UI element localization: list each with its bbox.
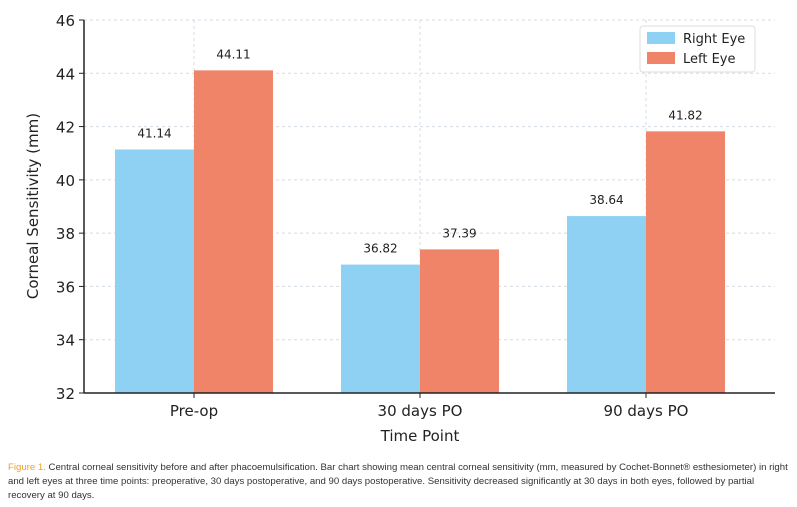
figure-caption: Figure 1. Central corneal sensitivity be… [8, 461, 793, 503]
data-label: 44.11 [216, 47, 250, 61]
y-tick-label: 36 [56, 278, 75, 296]
legend-swatch [647, 32, 675, 44]
bar-right-eye [341, 264, 420, 393]
data-label: 38.64 [589, 193, 623, 207]
x-tick-label: Pre-op [170, 402, 218, 420]
data-label: 37.39 [442, 226, 476, 240]
legend-label: Left Eye [683, 52, 736, 67]
y-tick-label: 44 [56, 65, 75, 83]
y-tick-label: 32 [56, 385, 75, 403]
x-tick-label: 30 days PO [378, 402, 463, 420]
data-label: 41.14 [137, 126, 171, 140]
y-tick-label: 42 [56, 119, 75, 137]
x-axis-label: Time Point [380, 427, 460, 445]
caption-text: Central corneal sensitivity before and a… [8, 462, 788, 501]
data-label: 41.82 [668, 108, 702, 122]
figure-label: Figure 1. [8, 462, 46, 473]
bar-right-eye [567, 216, 646, 393]
bar-left-eye [194, 70, 273, 393]
bar-right-eye [115, 149, 194, 393]
bar-left-eye [420, 249, 499, 393]
data-label: 36.82 [363, 242, 397, 256]
y-tick-label: 46 [56, 12, 75, 30]
y-tick-label: 34 [56, 332, 75, 350]
y-tick-label: 40 [56, 172, 75, 190]
legend-swatch [647, 52, 675, 64]
bar-chart: 41.14 36.82 38.64 44.11 37.39 41.82 32 34 36 38 40… [24, 12, 775, 445]
legend-label: Right Eye [683, 32, 745, 47]
x-tick-label: 90 days PO [604, 402, 689, 420]
bar-left-eye [646, 131, 725, 394]
y-tick-label: 38 [56, 225, 75, 243]
y-axis-label: Corneal Sensitivity (mm) [24, 113, 42, 299]
